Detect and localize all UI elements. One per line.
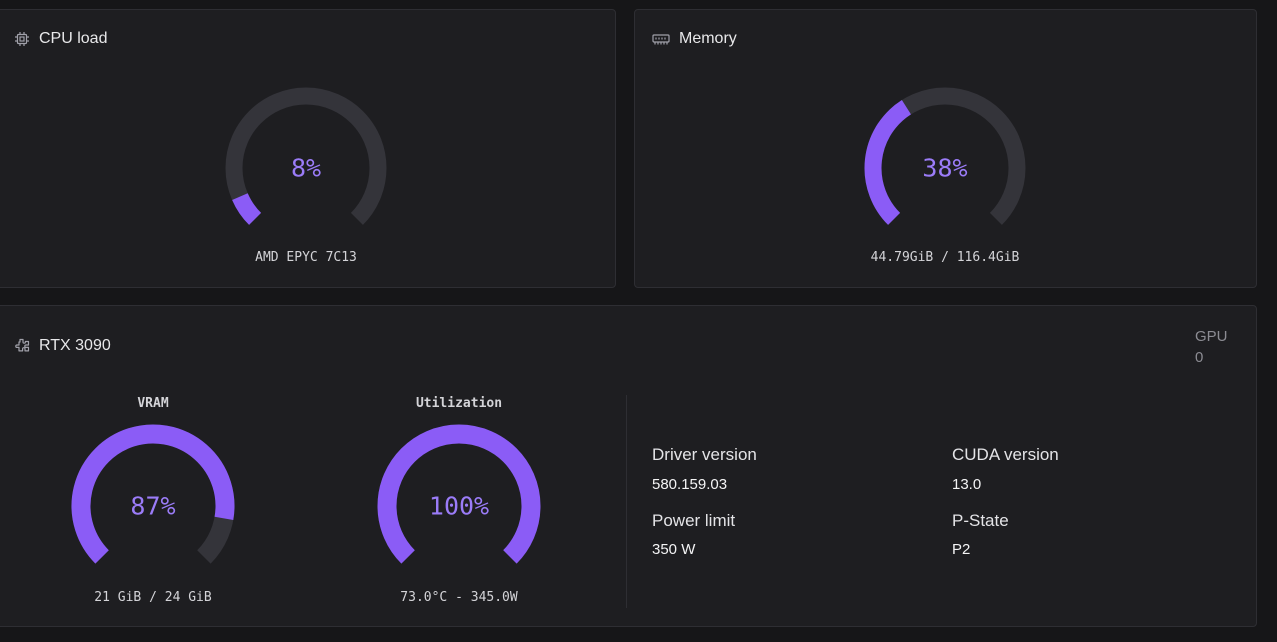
cuda-version-label: CUDA version <box>952 445 1059 464</box>
cpu-load-card: CPU load 8% AMD EPYC 7C13 <box>0 9 616 288</box>
cuda-version-value: 13.0 <box>952 476 982 493</box>
driver-version-label: Driver version <box>652 445 757 464</box>
vram-gauge-title: VRAM <box>137 396 169 411</box>
vram-gauge-fill <box>71 424 235 564</box>
gpu-card: RTX 3090 GPU 0 VRAM 87% 21 GiB / 24 GiB … <box>0 305 1257 627</box>
p-state-value: P2 <box>952 541 971 558</box>
driver-version-value: 580.159.03 <box>652 476 728 493</box>
cpu-card-title: CPU load <box>39 30 108 47</box>
gpu-index-label: GPU <box>1195 328 1228 345</box>
gpu-section-divider <box>626 395 627 608</box>
p-state-label: P-State <box>952 511 1009 530</box>
gpu-card-title: RTX 3090 <box>39 337 111 354</box>
cpu-gauge-value: 8% <box>291 154 321 183</box>
utilization-gauge-fill <box>377 424 541 564</box>
cpu-load-gauge: 8% <box>225 87 387 225</box>
gpu-card-header: RTX 3090 <box>14 337 111 355</box>
utilization-gauge: 100% <box>377 424 541 564</box>
memory-card: Memory 38% 44.79GiB / 116.4GiB <box>634 9 1257 288</box>
memory-usage-label: 44.79GiB / 116.4GiB <box>870 250 1020 265</box>
gpu-index-value: 0 <box>1195 349 1204 366</box>
vram-gauge-value: 87% <box>130 492 175 521</box>
memory-card-title: Memory <box>679 30 737 47</box>
cpu-gauge-fill <box>232 192 262 225</box>
power-limit-label: Power limit <box>652 511 736 530</box>
cpu-card-header: CPU load <box>14 30 107 48</box>
cpu-chip-icon <box>14 31 30 47</box>
power-limit-value: 350 W <box>652 541 696 558</box>
memory-module-icon <box>652 32 670 46</box>
temperature-power-label: 73.0°C - 345.0W <box>400 590 518 605</box>
memory-usage-gauge: 38% <box>864 87 1026 225</box>
memory-gauge-fill <box>864 100 912 225</box>
memory-gauge-value: 38% <box>922 154 967 183</box>
vram-gauge: 87% <box>71 424 235 564</box>
gpu-index-badge: GPU 0 <box>1195 326 1228 368</box>
memory-card-header: Memory <box>652 30 737 48</box>
cpu-gauge-track <box>225 87 387 225</box>
utilization-gauge-title: Utilization <box>415 396 503 411</box>
vram-usage-label: 21 GiB / 24 GiB <box>94 590 212 605</box>
utilization-gauge-value: 100% <box>429 492 489 521</box>
cpu-model-label: AMD EPYC 7C13 <box>255 250 357 265</box>
gpu-puzzle-icon <box>14 338 30 354</box>
